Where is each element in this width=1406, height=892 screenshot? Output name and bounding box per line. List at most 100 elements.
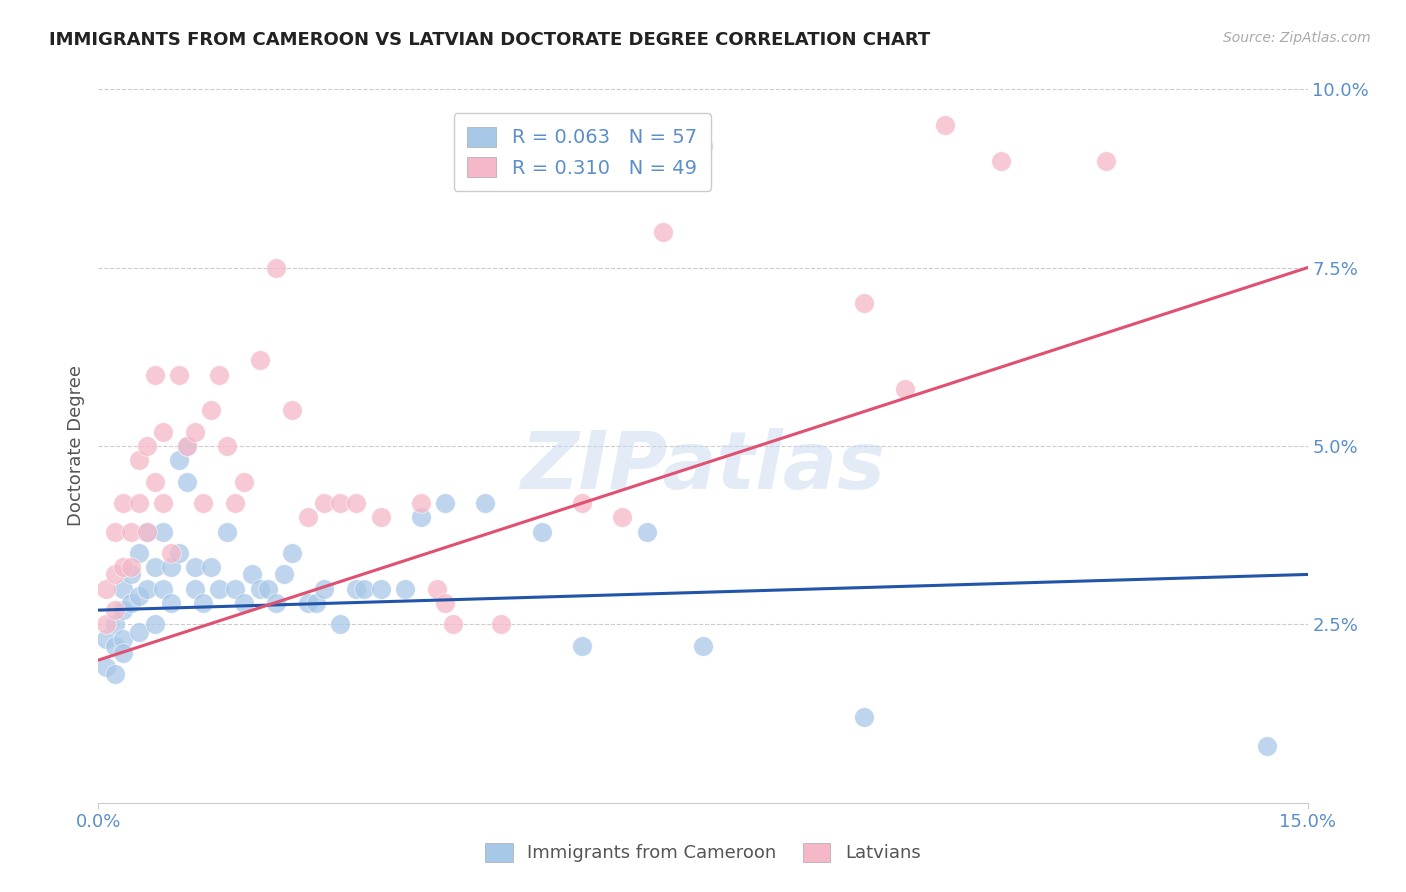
Point [143,368,166,382]
Point [143,617,166,632]
Point [103,567,125,582]
Point [1095,153,1118,168]
Point [103,617,125,632]
Legend: Immigrants from Cameroon, Latvians: Immigrants from Cameroon, Latvians [478,836,928,870]
Point [96,582,118,596]
Point [103,667,125,681]
Text: Source: ZipAtlas.com: Source: ZipAtlas.com [1223,31,1371,45]
Point [217,439,239,453]
Point [264,596,287,610]
Point [990,153,1012,168]
Point [184,425,207,439]
Point [853,296,876,310]
Point [128,453,150,467]
Point [111,560,134,574]
Point [176,475,198,489]
Text: ZIPatlas: ZIPatlas [520,428,886,507]
Point [530,524,553,539]
Point [491,617,513,632]
Point [193,596,215,610]
Point [344,582,367,596]
Point [200,560,222,574]
Point [344,496,367,510]
Point [96,617,118,632]
Point [692,639,714,653]
Point [120,524,142,539]
Point [636,524,658,539]
Point [273,567,295,582]
Point [176,439,198,453]
Point [934,118,956,132]
Point [409,496,432,510]
Point [232,475,254,489]
Point [120,567,142,582]
Point [256,582,278,596]
Point [434,496,457,510]
Point [128,624,150,639]
Point [571,496,593,510]
Point [135,524,157,539]
Legend: R = 0.063   N = 57, R = 0.310   N = 49: R = 0.063 N = 57, R = 0.310 N = 49 [454,113,710,191]
Point [441,617,464,632]
Point [232,596,254,610]
Point [184,582,207,596]
Point [329,617,352,632]
Point [120,560,142,574]
Point [394,582,416,596]
Point [103,524,125,539]
Point [426,582,449,596]
Point [111,646,134,660]
Point [111,603,134,617]
Point [152,582,174,596]
Point [329,496,352,510]
Point [167,453,190,467]
Point [143,560,166,574]
Point [240,567,263,582]
Point [224,496,246,510]
Point [160,596,183,610]
Point [314,582,336,596]
Point [217,524,239,539]
Point [474,496,496,510]
Point [434,596,457,610]
Point [160,546,183,560]
Point [160,560,183,574]
Point [135,582,157,596]
Point [893,382,915,396]
Point [281,403,304,417]
Point [152,496,174,510]
Point [152,524,174,539]
Point [692,139,714,153]
Point [111,632,134,646]
Point [193,496,215,510]
Point [200,403,222,417]
Point [128,496,150,510]
Point [305,596,328,610]
Point [314,496,336,510]
Point [651,225,673,239]
Point [264,260,287,275]
Point [111,496,134,510]
Point [103,639,125,653]
Point [128,589,150,603]
Point [612,510,634,524]
Point [120,596,142,610]
Y-axis label: Doctorate Degree: Doctorate Degree [66,366,84,526]
Point [135,524,157,539]
Point [96,660,118,674]
Point [853,710,876,724]
Point [353,582,375,596]
Text: IMMIGRANTS FROM CAMEROON VS LATVIAN DOCTORATE DEGREE CORRELATION CHART: IMMIGRANTS FROM CAMEROON VS LATVIAN DOCT… [49,31,931,49]
Point [409,510,432,524]
Point [128,546,150,560]
Point [249,582,271,596]
Point [152,425,174,439]
Point [297,510,319,524]
Point [167,368,190,382]
Point [208,582,231,596]
Point [111,582,134,596]
Point [176,439,198,453]
Point [143,475,166,489]
Point [135,439,157,453]
Point [370,510,392,524]
